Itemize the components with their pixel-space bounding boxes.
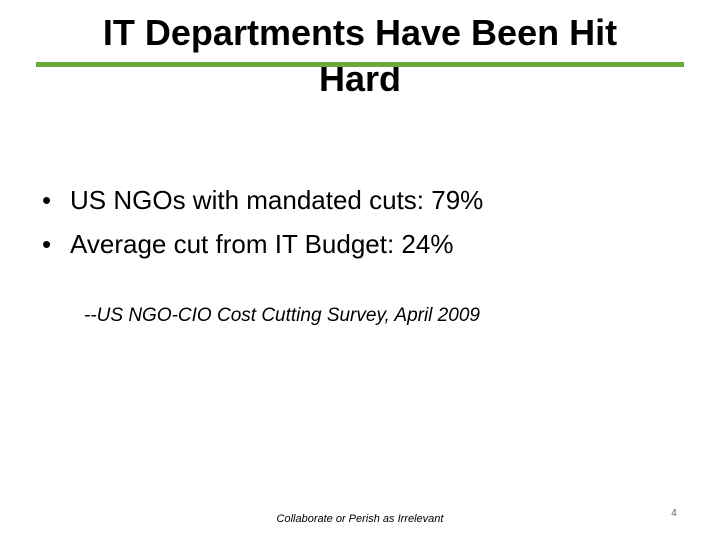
bullet-text: US NGOs with mandated cuts: 79% (70, 185, 484, 215)
page-number: 4 (671, 508, 677, 519)
bullet-list: • US NGOs with mandated cuts: 79% • Aver… (40, 178, 483, 266)
slide-title: IT Departments Have Been Hit Hard (102, 12, 618, 99)
bullet-icon: • (42, 229, 52, 259)
bullet-item: • Average cut from IT Budget: 24% (40, 222, 483, 266)
title-divider (36, 62, 684, 67)
bullet-text: Average cut from IT Budget: 24% (70, 229, 454, 259)
footer-text: Collaborate or Perish as Irrelevant (276, 513, 444, 525)
bullet-icon: • (42, 185, 52, 215)
source-citation: --US NGO-CIO Cost Cutting Survey, April … (84, 305, 480, 326)
bullet-item: • US NGOs with mandated cuts: 79% (40, 178, 483, 222)
